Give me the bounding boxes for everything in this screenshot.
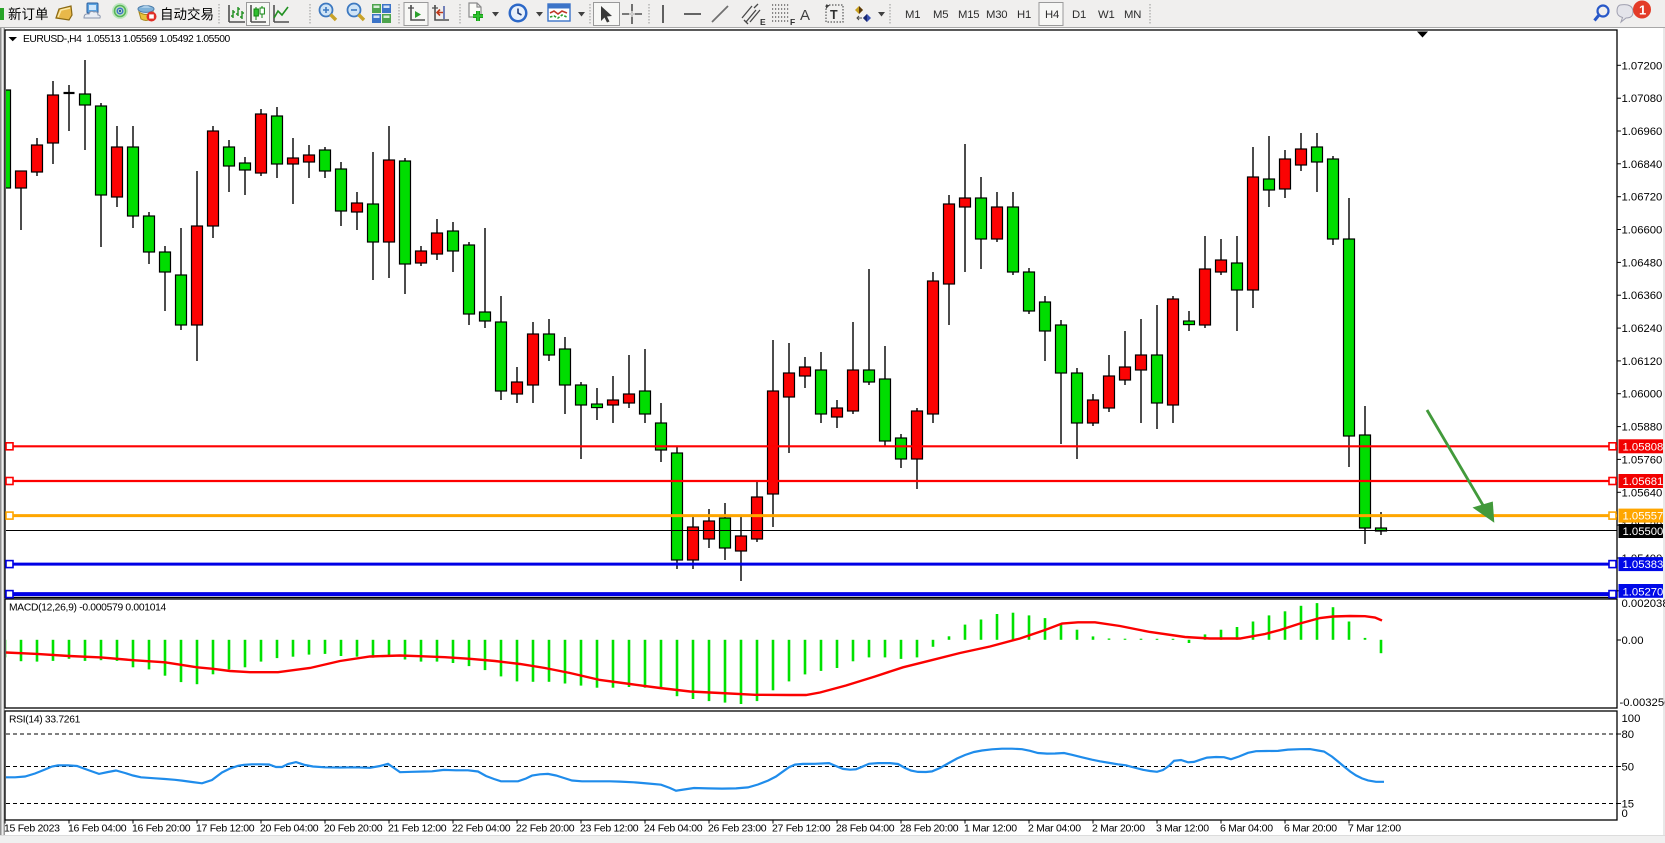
- svg-text:1: 1: [1639, 3, 1646, 18]
- svg-text:自动交易: 自动交易: [160, 6, 214, 22]
- svg-text:1.06120: 1.06120: [1622, 356, 1663, 368]
- svg-text:A: A: [800, 7, 810, 24]
- svg-text:23 Feb 12:00: 23 Feb 12:00: [580, 823, 639, 835]
- svg-text:22 Feb 04:00: 22 Feb 04:00: [452, 823, 511, 835]
- svg-text:100: 100: [1622, 713, 1641, 725]
- svg-text:22 Feb 20:00: 22 Feb 20:00: [516, 823, 575, 835]
- svg-text:E: E: [760, 17, 766, 27]
- svg-text:21 Feb 12:00: 21 Feb 12:00: [388, 823, 447, 835]
- svg-text:1.06240: 1.06240: [1622, 323, 1663, 335]
- svg-text:D1: D1: [1072, 9, 1086, 21]
- svg-text:MN: MN: [1124, 9, 1141, 21]
- svg-text:新订单: 新订单: [8, 7, 49, 22]
- svg-text:T: T: [830, 8, 838, 22]
- svg-text:28 Feb 04:00: 28 Feb 04:00: [836, 823, 895, 835]
- svg-text:28 Feb 20:00: 28 Feb 20:00: [900, 823, 959, 835]
- svg-text:1.05681: 1.05681: [1623, 476, 1664, 488]
- svg-text:0.00: 0.00: [1622, 635, 1644, 647]
- svg-text:1.05383: 1.05383: [1623, 559, 1664, 571]
- svg-text:H4: H4: [1045, 9, 1059, 21]
- svg-text:1.06480: 1.06480: [1622, 257, 1663, 269]
- svg-text:26 Feb 23:00: 26 Feb 23:00: [708, 823, 767, 835]
- svg-text:0.002038: 0.002038: [1622, 598, 1665, 610]
- svg-text:6 Mar 20:00: 6 Mar 20:00: [1284, 823, 1337, 835]
- svg-text:1.05557: 1.05557: [1623, 511, 1664, 523]
- svg-text:3 Mar 12:00: 3 Mar 12:00: [1156, 823, 1209, 835]
- svg-text:16 Feb 20:00: 16 Feb 20:00: [132, 823, 191, 835]
- svg-text:15 Feb 2023: 15 Feb 2023: [4, 823, 60, 835]
- svg-text:1.07200: 1.07200: [1622, 60, 1663, 72]
- svg-text:80: 80: [1622, 729, 1635, 741]
- svg-text:20 Feb 04:00: 20 Feb 04:00: [260, 823, 319, 835]
- svg-text:24 Feb 04:00: 24 Feb 04:00: [644, 823, 703, 835]
- svg-text:EURUSD-,H4 1.05513 1.05569 1.: EURUSD-,H4 1.05513 1.05569 1.05492 1.055…: [23, 34, 230, 45]
- svg-text:1.06360: 1.06360: [1622, 290, 1663, 302]
- svg-text:1.07080: 1.07080: [1622, 93, 1663, 105]
- svg-text:1.05270: 1.05270: [1623, 587, 1664, 599]
- svg-text:RSI(14) 33.7261: RSI(14) 33.7261: [9, 715, 81, 726]
- svg-text:W1: W1: [1098, 9, 1115, 21]
- svg-text:1.05808: 1.05808: [1623, 441, 1664, 453]
- svg-text:1.05640: 1.05640: [1622, 487, 1663, 499]
- svg-text:M5: M5: [933, 9, 948, 21]
- svg-text:1.06720: 1.06720: [1622, 192, 1663, 204]
- svg-text:M15: M15: [958, 9, 979, 21]
- svg-text:1.06600: 1.06600: [1622, 225, 1663, 237]
- svg-text:F: F: [790, 17, 795, 27]
- svg-text:M1: M1: [905, 9, 920, 21]
- svg-text:0: 0: [1622, 808, 1628, 820]
- svg-text:-0.003256: -0.003256: [1620, 697, 1665, 709]
- svg-text:6 Mar 04:00: 6 Mar 04:00: [1220, 823, 1273, 835]
- svg-text:1.06960: 1.06960: [1622, 126, 1663, 138]
- svg-text:20 Feb 20:00: 20 Feb 20:00: [324, 823, 383, 835]
- svg-text:1.05500: 1.05500: [1623, 526, 1664, 538]
- svg-text:1.05760: 1.05760: [1622, 454, 1663, 466]
- svg-text:1.06000: 1.06000: [1622, 389, 1663, 401]
- svg-text:16 Feb 04:00: 16 Feb 04:00: [68, 823, 127, 835]
- svg-text:M30: M30: [986, 9, 1007, 21]
- svg-text:15: 15: [1622, 799, 1635, 811]
- svg-text:17 Feb 12:00: 17 Feb 12:00: [196, 823, 255, 835]
- svg-text:H1: H1: [1017, 9, 1031, 21]
- svg-text:1 Mar 12:00: 1 Mar 12:00: [964, 823, 1017, 835]
- svg-text:2 Mar 04:00: 2 Mar 04:00: [1028, 823, 1081, 835]
- svg-text:1.06840: 1.06840: [1622, 159, 1663, 171]
- svg-text:2 Mar 20:00: 2 Mar 20:00: [1092, 823, 1145, 835]
- svg-text:50: 50: [1622, 762, 1635, 774]
- svg-text:MACD(12,26,9) -0.000579 0.0010: MACD(12,26,9) -0.000579 0.001014: [9, 603, 167, 614]
- svg-text:27 Feb 12:00: 27 Feb 12:00: [772, 823, 831, 835]
- svg-text:7 Mar 12:00: 7 Mar 12:00: [1348, 823, 1401, 835]
- svg-text:1.05880: 1.05880: [1622, 422, 1663, 434]
